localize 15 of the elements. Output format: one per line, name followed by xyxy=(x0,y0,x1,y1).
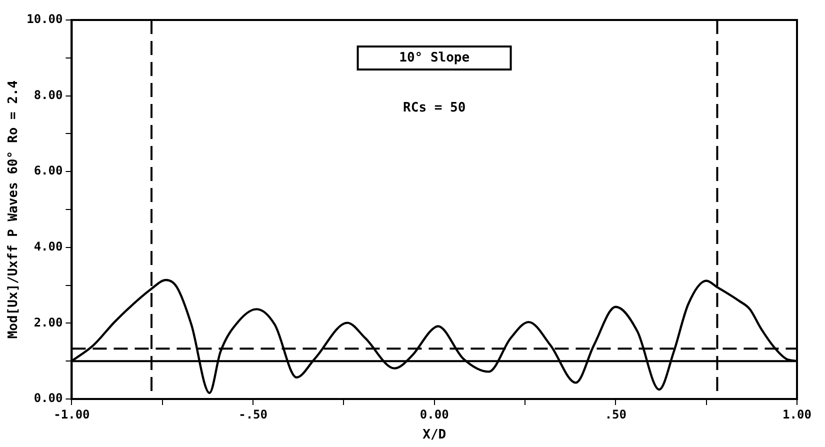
y-tick-label: 10.00 xyxy=(26,12,63,26)
y-tick-label: 6.00 xyxy=(34,164,63,178)
y-axis-title: Mod[Ux]/Uxff P Waves 60° Ro = 2.4 xyxy=(6,80,22,339)
y-tick-label: 8.00 xyxy=(34,88,63,102)
x-tick-label: -1.00 xyxy=(54,407,90,422)
annotation: RCs = 50 xyxy=(403,100,466,116)
annotation: 10° Slope xyxy=(357,46,512,70)
y-tick-label: 0.00 xyxy=(34,391,63,406)
x-tick-label: 0.00 xyxy=(420,407,449,422)
y-tick-label: 2.00 xyxy=(34,315,63,330)
x-tick-label: 1.00 xyxy=(782,407,812,422)
y-tick-label: 4.00 xyxy=(34,240,63,254)
x-axis-title: X/D xyxy=(422,428,446,443)
x-tick-label: -.50 xyxy=(238,407,268,422)
x-tick-label: .50 xyxy=(604,407,627,422)
